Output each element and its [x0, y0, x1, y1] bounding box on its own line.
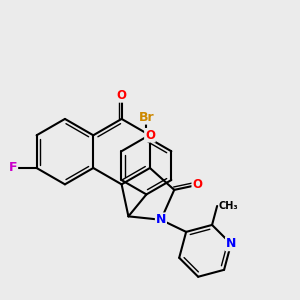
Text: O: O: [145, 129, 155, 142]
Text: Br: Br: [139, 111, 154, 124]
Text: N: N: [226, 237, 236, 250]
Text: F: F: [9, 161, 17, 175]
Text: CH₃: CH₃: [219, 201, 238, 211]
Text: O: O: [192, 178, 202, 191]
Text: N: N: [156, 213, 166, 226]
Text: O: O: [117, 89, 127, 102]
